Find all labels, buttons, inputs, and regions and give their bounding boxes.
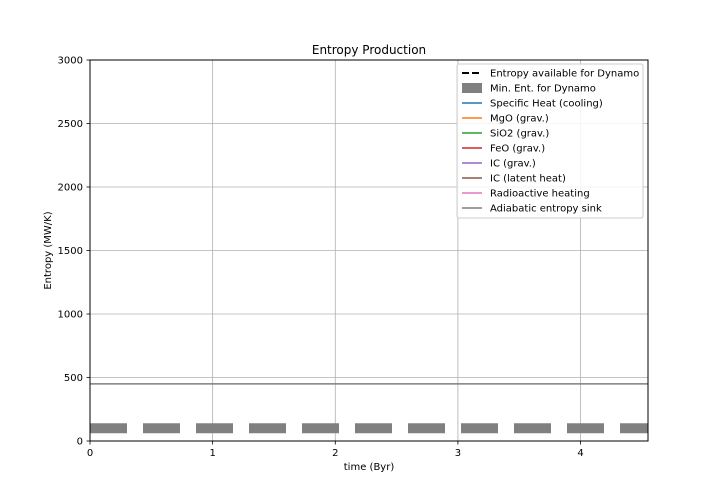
x-tick-label: 4: [577, 448, 583, 459]
legend-label: Entropy available for Dynamo: [490, 69, 639, 80]
ticks: 0 1 2 3 4 0 500 1000 1500 2000 2500 3000: [58, 56, 584, 460]
chart-title: Entropy Production: [312, 43, 426, 57]
y-tick-label: 3000: [58, 56, 83, 67]
x-tick-label: 1: [209, 448, 215, 459]
y-axis-label: Entropy (MW/K): [43, 211, 54, 289]
legend-label: Specific Heat (cooling): [490, 99, 603, 110]
legend-label: Adiabatic entropy sink: [490, 204, 602, 215]
legend-label: IC (grav.): [490, 159, 536, 170]
y-tick-label: 1000: [58, 310, 83, 321]
y-tick-label: 2500: [58, 119, 83, 130]
legend-label: Radioactive heating: [490, 189, 590, 200]
x-tick-label: 2: [332, 448, 338, 459]
series-layer: [90, 383, 648, 434]
legend-box: [456, 63, 644, 219]
x-axis-label: time (Byr): [344, 462, 395, 473]
x-tick-label: 0: [87, 448, 93, 459]
legend-label: IC (latent heat): [490, 174, 566, 185]
y-tick-label: 0: [77, 437, 83, 448]
x-tick-label: 3: [455, 448, 461, 459]
y-tick-label: 2000: [58, 183, 83, 194]
legend-label: Min. Ent. for Dynamo: [490, 84, 596, 95]
legend-label: MgO (grav.): [490, 114, 549, 125]
legend: Entropy available for Dynamo Min. Ent. fo…: [456, 63, 644, 219]
y-tick-label: 1500: [58, 246, 83, 257]
y-tick-label: 500: [64, 373, 83, 384]
legend-label: SiO2 (grav.): [490, 129, 549, 140]
legend-swatch: [462, 83, 482, 93]
legend-label: FeO (grav.): [490, 144, 545, 155]
